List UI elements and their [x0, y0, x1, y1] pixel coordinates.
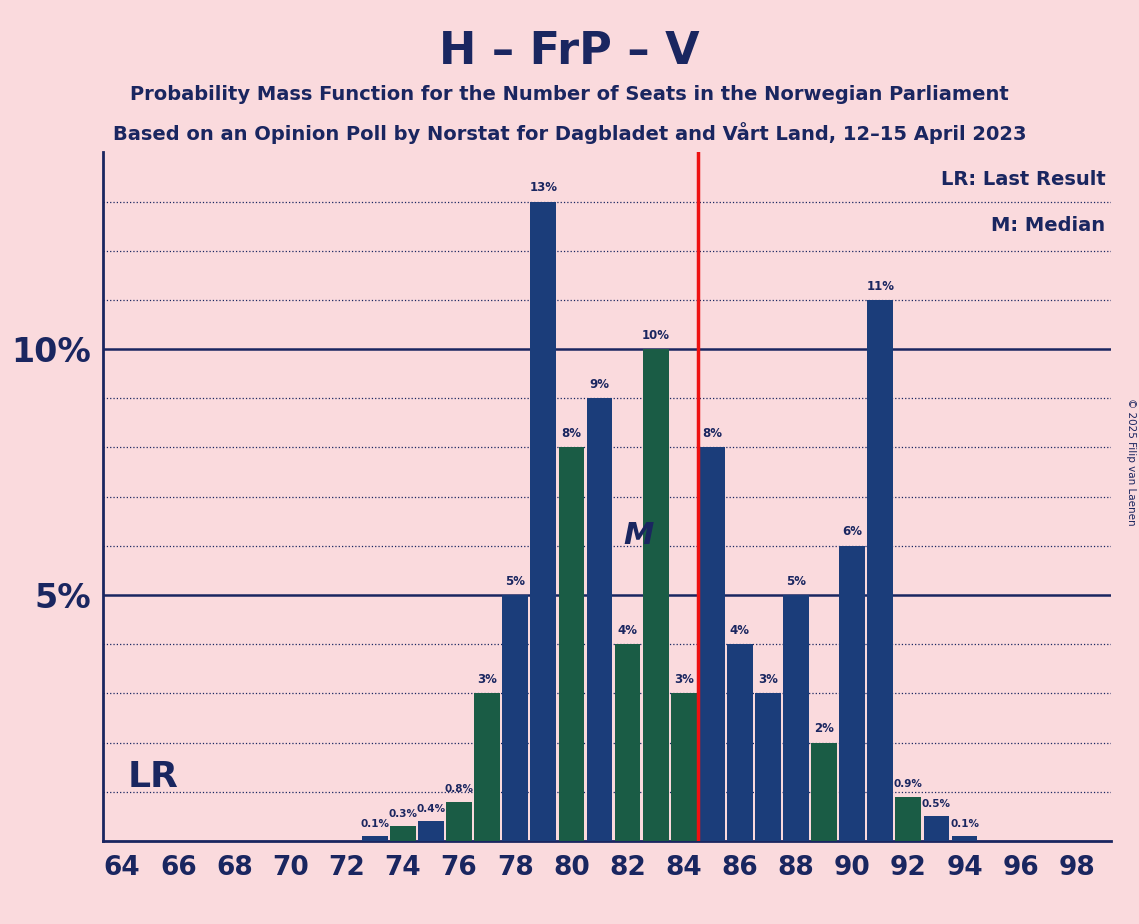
Bar — [699, 447, 724, 841]
Bar — [446, 801, 472, 841]
Text: 8%: 8% — [702, 427, 722, 440]
Text: 11%: 11% — [867, 280, 894, 293]
Text: 9%: 9% — [590, 378, 609, 391]
Text: 3%: 3% — [674, 673, 694, 686]
Text: 3%: 3% — [759, 673, 778, 686]
Text: 0.4%: 0.4% — [417, 804, 445, 814]
Bar — [755, 693, 781, 841]
Bar — [615, 644, 640, 841]
Text: 4%: 4% — [617, 624, 638, 637]
Bar — [502, 595, 528, 841]
Text: M: Median: M: Median — [991, 216, 1106, 235]
Text: Probability Mass Function for the Number of Seats in the Norwegian Parliament: Probability Mass Function for the Number… — [130, 85, 1009, 104]
Text: LR: LR — [128, 760, 179, 794]
Text: © 2025 Filip van Laenen: © 2025 Filip van Laenen — [1126, 398, 1136, 526]
Bar — [951, 836, 977, 841]
Text: 0.1%: 0.1% — [950, 819, 980, 829]
Bar — [362, 836, 387, 841]
Bar — [839, 546, 866, 841]
Bar — [784, 595, 809, 841]
Text: 2%: 2% — [814, 723, 834, 736]
Bar — [531, 201, 556, 841]
Text: 13%: 13% — [530, 181, 557, 194]
Text: 10%: 10% — [641, 329, 670, 342]
Text: Based on an Opinion Poll by Norstat for Dagbladet and Vårt Land, 12–15 April 202: Based on an Opinion Poll by Norstat for … — [113, 122, 1026, 144]
Bar — [587, 398, 613, 841]
Bar — [418, 821, 444, 841]
Text: 0.8%: 0.8% — [444, 784, 474, 794]
Text: 3%: 3% — [477, 673, 497, 686]
Text: 4%: 4% — [730, 624, 749, 637]
Text: 0.3%: 0.3% — [388, 808, 418, 819]
Bar — [474, 693, 500, 841]
Text: 0.9%: 0.9% — [894, 779, 923, 789]
Bar — [390, 826, 416, 841]
Bar — [924, 816, 949, 841]
Text: 0.5%: 0.5% — [921, 799, 951, 808]
Text: LR: Last Result: LR: Last Result — [941, 170, 1106, 188]
Bar — [895, 796, 921, 841]
Text: H – FrP – V: H – FrP – V — [440, 30, 699, 73]
Bar — [558, 447, 584, 841]
Bar — [671, 693, 697, 841]
Bar — [727, 644, 753, 841]
Text: 8%: 8% — [562, 427, 581, 440]
Text: 5%: 5% — [786, 575, 806, 588]
Bar — [642, 349, 669, 841]
Text: 0.1%: 0.1% — [360, 819, 390, 829]
Text: 5%: 5% — [506, 575, 525, 588]
Bar — [811, 743, 837, 841]
Text: 6%: 6% — [842, 526, 862, 539]
Bar — [868, 300, 893, 841]
Text: M: M — [624, 521, 654, 551]
